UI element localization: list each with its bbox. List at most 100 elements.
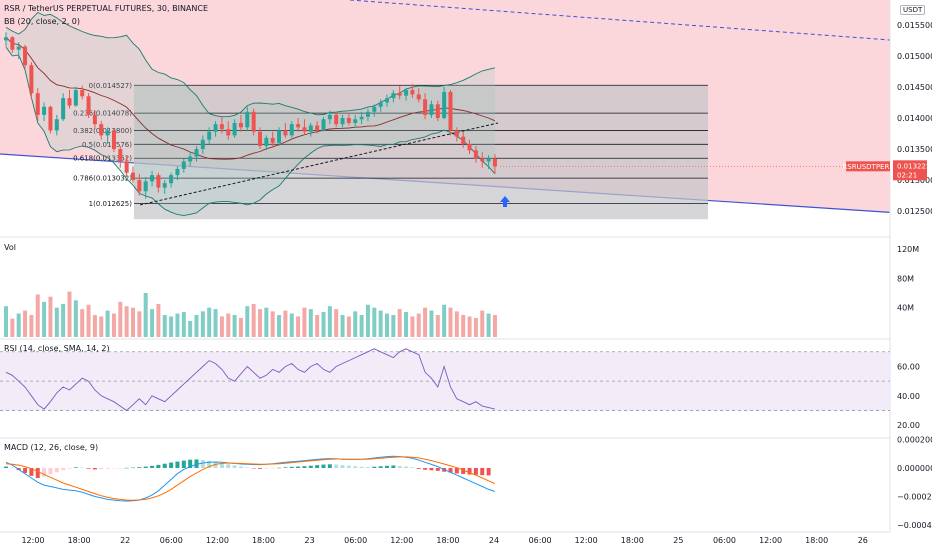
candle-body xyxy=(67,98,72,106)
macd-histogram-bar xyxy=(435,468,440,471)
time-tick-label: 18:00 xyxy=(621,536,644,545)
macd-histogram-bar xyxy=(35,468,40,478)
macd-histogram-bar xyxy=(99,468,104,470)
price-tick-label: 0.014500 xyxy=(897,83,932,92)
candle-body xyxy=(105,130,110,136)
volume-bar xyxy=(353,311,358,337)
candle-body xyxy=(258,131,262,146)
volume-pane-label: Vol xyxy=(4,243,16,252)
bb-indicator-label: BB (20, close, 2, 0) xyxy=(4,17,80,26)
volume-bar xyxy=(385,313,389,337)
volume-bar xyxy=(207,307,212,337)
candle-body xyxy=(48,106,53,131)
candle-body xyxy=(226,129,231,136)
candle-body xyxy=(346,118,351,123)
time-tick-label: 18:00 xyxy=(436,536,459,545)
volume-bar xyxy=(162,315,167,337)
volume-bar xyxy=(283,310,288,337)
candle-body xyxy=(29,65,34,94)
macd-histogram-bar xyxy=(137,467,142,468)
macd-histogram-bar xyxy=(143,466,148,468)
macd-histogram-bar xyxy=(238,466,243,468)
macd-histogram-bar xyxy=(251,468,256,469)
macd-histogram-bar xyxy=(67,468,72,469)
macd-histogram-bar xyxy=(289,466,294,468)
macd-histogram-bar xyxy=(42,468,47,477)
macd-histogram-bar xyxy=(219,463,224,468)
candle-body xyxy=(302,127,307,132)
macd-histogram-bar xyxy=(226,464,231,468)
volume-bar xyxy=(105,310,110,337)
volume-bar xyxy=(359,315,364,337)
volume-bar xyxy=(327,306,332,337)
volume-bar xyxy=(137,311,142,337)
time-tick-label: 25 xyxy=(673,536,683,545)
volume-bar xyxy=(289,313,294,337)
volume-bar xyxy=(124,306,129,337)
volume-bar xyxy=(150,309,155,337)
macd-histogram-bar xyxy=(188,459,193,468)
volume-bar xyxy=(200,311,205,337)
volume-bar xyxy=(10,318,15,337)
price-tick-label: 0.013500 xyxy=(897,145,932,154)
volume-bar xyxy=(264,307,269,337)
volume-bar xyxy=(308,309,313,337)
candle-body xyxy=(251,111,256,132)
volume-bar xyxy=(397,309,402,337)
candle-body xyxy=(169,175,174,184)
volume-bar xyxy=(86,304,91,337)
time-tick-label: 12:00 xyxy=(575,536,598,545)
candle-body xyxy=(99,124,104,136)
time-tick-label: 23 xyxy=(305,536,315,545)
macd-histogram-bar xyxy=(480,468,485,476)
time-tick-label: 26 xyxy=(858,536,868,545)
currency-button[interactable]: USDT xyxy=(900,5,926,15)
volume-bar xyxy=(340,315,345,337)
candle-body xyxy=(10,37,15,50)
candle-body xyxy=(137,180,142,192)
candle-body xyxy=(23,46,28,66)
price-tick-label: 0.013000 xyxy=(897,176,932,185)
volume-bar xyxy=(213,309,218,337)
macd-line xyxy=(5,455,496,502)
candle-body xyxy=(372,106,377,112)
macd-histogram-bar xyxy=(277,467,282,469)
volume-bar xyxy=(92,315,97,337)
candle-body xyxy=(442,91,447,118)
candle-body xyxy=(277,130,282,143)
volume-bar xyxy=(454,311,459,337)
macd-histogram-bar xyxy=(162,463,167,468)
candle-body xyxy=(264,137,269,146)
price-tag-value: 0.013222 xyxy=(897,162,930,170)
macd-histogram-bar xyxy=(29,468,34,476)
price-tick-label: 0.014000 xyxy=(897,114,932,123)
candle-body xyxy=(289,124,294,136)
candle-body xyxy=(86,96,91,115)
candle-body xyxy=(321,119,326,131)
volume-bar xyxy=(416,313,421,337)
time-tick-label: 06:00 xyxy=(344,536,367,545)
candle-body xyxy=(219,124,224,130)
volume-bar xyxy=(99,316,104,337)
macd-histogram-bar xyxy=(486,468,491,476)
volume-bar xyxy=(61,304,66,337)
macd-histogram-bar xyxy=(131,467,135,469)
candle-body xyxy=(359,116,364,120)
volume-bar xyxy=(226,313,231,337)
volume-bar xyxy=(131,307,135,337)
fib-level-label: 1(0.012625) xyxy=(89,200,133,208)
volume-bar xyxy=(442,304,447,337)
candle-body xyxy=(334,114,339,125)
upper-channel-line xyxy=(349,0,891,41)
candle-body xyxy=(232,122,237,136)
fib-level-label: 0.786(0.013032) xyxy=(73,175,132,183)
candle-body xyxy=(143,181,148,192)
macd-histogram-bar xyxy=(410,467,415,468)
volume-bar xyxy=(258,309,262,337)
candle-body xyxy=(54,119,59,131)
volume-bar xyxy=(480,310,485,337)
time-tick-label: 06:00 xyxy=(160,536,183,545)
candle-body xyxy=(35,93,40,115)
volume-bar xyxy=(473,317,478,337)
